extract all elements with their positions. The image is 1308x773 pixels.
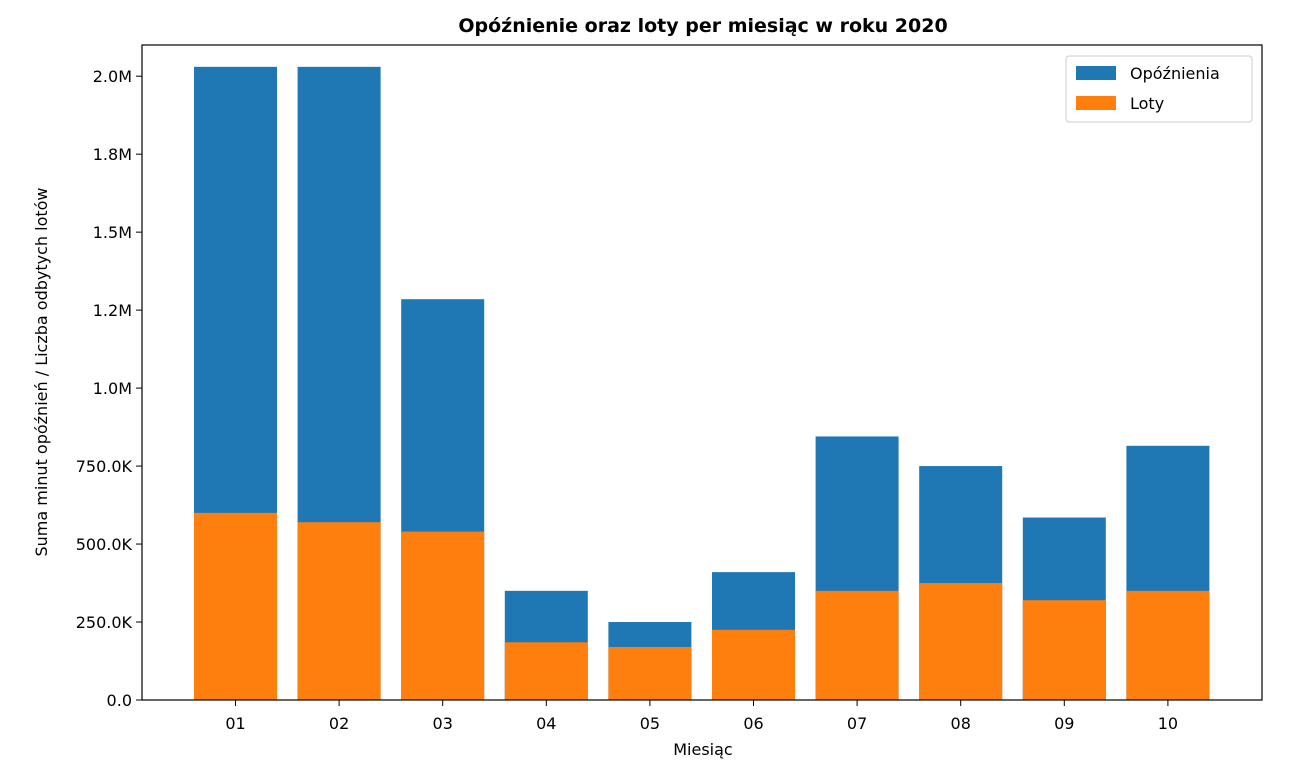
y-tick-label: 0.0 — [107, 691, 132, 710]
x-tick-label: 06 — [743, 714, 763, 733]
y-tick-label: 1.2M — [93, 301, 132, 320]
bar-loty-10 — [1126, 590, 1210, 700]
bar-loty-09 — [1022, 600, 1106, 700]
bar-loty-06 — [712, 629, 795, 700]
x-axis: 01 02 03 04 05 06 07 08 09 10 — [225, 700, 1178, 733]
x-tick-label: 07 — [847, 714, 867, 733]
x-tick-label: 05 — [640, 714, 660, 733]
bar-loty-07 — [815, 590, 899, 700]
x-axis-label: Miesiąc — [673, 740, 732, 759]
x-tick-label: 04 — [536, 714, 556, 733]
y-tick-label: 750.0K — [76, 457, 133, 476]
legend-swatch-opoznienia — [1076, 66, 1116, 80]
y-tick-label: 1.8M — [93, 145, 132, 164]
legend: Opóźnienia Loty — [1065, 55, 1253, 123]
y-tick-label: 1.5M — [93, 223, 132, 242]
legend-label-opoznienia: Opóźnienia — [1130, 64, 1220, 83]
legend-swatch-loty — [1076, 96, 1116, 110]
plot-frame — [141, 44, 1263, 701]
bar-loty-05 — [608, 646, 692, 700]
x-tick-label: 02 — [329, 714, 349, 733]
bar-loty-04 — [504, 642, 588, 700]
x-tick-label: 08 — [951, 714, 971, 733]
x-tick-label: 09 — [1054, 714, 1074, 733]
bar-loty-08 — [919, 583, 1003, 700]
bars-group — [194, 66, 1210, 701]
y-tick-label: 500.0K — [76, 535, 133, 554]
y-tick-label: 250.0K — [76, 613, 133, 632]
x-tick-label: 03 — [433, 714, 453, 733]
x-tick-label: 10 — [1158, 714, 1178, 733]
chart-title: Opóźnienie oraz loty per miesiąc w roku … — [458, 15, 947, 37]
y-tick-label: 2.0M — [93, 67, 132, 86]
y-axis-label: Suma minut opóźnień / Liczba odbytych lo… — [32, 187, 51, 556]
legend-label-loty: Loty — [1130, 94, 1164, 113]
x-tick-label: 01 — [225, 714, 245, 733]
y-axis: 0.0 250.0K 500.0K 750.0K 1.0M 1.2M 1.5M 1.8M 2.0… — [76, 67, 142, 710]
y-tick-label: 1.0M — [93, 379, 132, 398]
bar-loty-03 — [401, 531, 485, 700]
bar-loty-01 — [194, 512, 277, 700]
bar-loty-02 — [297, 522, 381, 700]
